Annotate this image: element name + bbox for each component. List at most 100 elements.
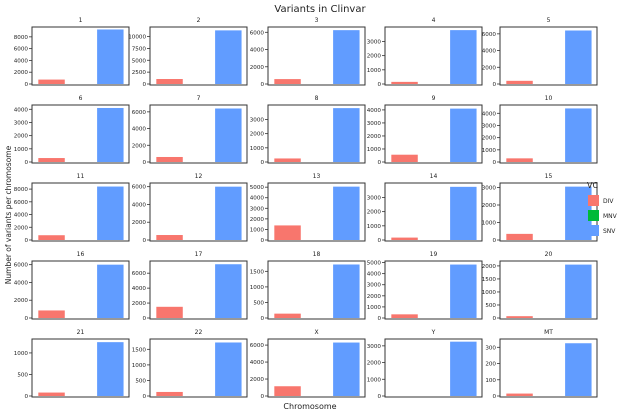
facet-label-12: 12: [195, 173, 203, 180]
bar-15-snv: [565, 186, 592, 240]
bar-5-div: [506, 80, 533, 84]
y-tick-label-17-0: 0: [142, 316, 146, 322]
y-tick-label-11-2: 4000: [14, 213, 29, 219]
y-tick-label-4-0: 0: [377, 82, 381, 88]
bar-3-snv: [333, 30, 360, 84]
y-tick-label-4-3: 3000: [367, 39, 382, 45]
facet-label-21: 21: [77, 329, 85, 336]
bar-y-snv: [450, 341, 477, 396]
y-tick-label-11-1: 2000: [14, 225, 29, 231]
bar-11-div: [38, 235, 65, 240]
facet-label-14: 14: [430, 173, 438, 180]
facet-label-x: X: [314, 329, 318, 336]
y-tick-label-3-3: 6000: [250, 30, 265, 36]
facet-label-10: 10: [545, 95, 553, 102]
y-tick-label-20-2: 1000: [482, 290, 497, 296]
y-tick-label-2-2: 5000: [132, 58, 147, 64]
facet-label-7: 7: [197, 95, 201, 102]
y-tick-label-19-4: 4000: [367, 272, 382, 278]
bar-15-div: [506, 233, 533, 240]
legend-label-mnv: MNV: [603, 213, 618, 220]
facet-label-20: 20: [545, 251, 553, 258]
y-tick-label-5-1: 2000: [482, 65, 497, 71]
bar-20-div: [506, 316, 533, 318]
facet-label-mt: MT: [544, 329, 553, 336]
y-tick-label-16-2: 4000: [14, 280, 29, 286]
y-tick-label-8-1: 1000: [250, 146, 265, 152]
y-tick-label-x-0: 0: [260, 394, 264, 400]
y-tick-label-21-1: 500: [17, 372, 28, 378]
chart-title: Variants in Clinvar: [274, 4, 366, 15]
facet-label-1: 1: [79, 17, 83, 24]
y-tick-label-19-2: 2000: [367, 294, 382, 300]
y-tick-label-6-0: 0: [24, 160, 28, 166]
y-tick-label-18-3: 1500: [250, 269, 265, 275]
y-tick-label-18-2: 1000: [250, 285, 265, 291]
y-tick-label-20-4: 2000: [482, 264, 497, 270]
y-tick-label-9-1: 1000: [367, 147, 382, 153]
facet-label-17: 17: [195, 251, 203, 258]
bar-14-div: [391, 237, 418, 240]
legend-swatch-mnv: [588, 210, 599, 221]
facet-label-5: 5: [547, 17, 551, 24]
facet-label-6: 6: [79, 95, 83, 102]
y-tick-label-5-0: 0: [492, 82, 496, 88]
y-tick-label-9-0: 0: [377, 160, 381, 166]
y-tick-label-1-2: 4000: [14, 58, 29, 64]
y-tick-label-17-1: 2000: [132, 301, 147, 307]
bar-16-snv: [97, 264, 124, 318]
y-tick-label-10-4: 4000: [482, 111, 497, 117]
y-tick-label-4-2: 2000: [367, 54, 382, 60]
bar-8-snv: [333, 108, 360, 162]
y-tick-label-8-3: 3000: [250, 117, 265, 123]
bar-22-div: [156, 391, 183, 396]
y-tick-label-13-4: 4000: [250, 196, 265, 202]
bar-2-snv: [215, 30, 242, 85]
bar-mt-div: [506, 393, 533, 396]
bar-7-snv: [215, 108, 242, 162]
bar-6-snv: [97, 107, 124, 162]
y-tick-label-16-1: 2000: [14, 298, 29, 304]
facet-label-3: 3: [315, 17, 319, 24]
y-tick-label-mt-3: 300: [485, 345, 496, 351]
y-tick-label-10-0: 0: [492, 160, 496, 166]
bar-12-snv: [215, 186, 242, 240]
y-tick-label-11-0: 0: [24, 238, 28, 244]
facet-label-9: 9: [432, 95, 436, 102]
legend-swatch-snv: [588, 225, 599, 236]
y-tick-label-7-3: 6000: [132, 110, 147, 116]
y-tick-label-6-2: 2000: [14, 134, 29, 140]
y-tick-label-mt-2: 200: [485, 362, 496, 368]
legend-label-snv: SNV: [603, 228, 616, 235]
bar-10-snv: [565, 108, 592, 162]
y-tick-label-11-3: 6000: [14, 200, 29, 206]
y-tick-label-14-3: 3000: [367, 195, 382, 201]
y-tick-label-10-1: 1000: [482, 148, 497, 154]
y-tick-label-17-2: 4000: [132, 286, 147, 292]
y-tick-label-12-3: 6000: [132, 185, 147, 191]
y-tick-label-3-1: 2000: [250, 65, 265, 71]
y-tick-label-19-0: 0: [377, 316, 381, 322]
bar-7-div: [156, 156, 183, 162]
y-tick-label-22-0: 0: [142, 394, 146, 400]
y-tick-label-16-0: 0: [24, 316, 28, 322]
y-tick-label-15-1: 1000: [482, 221, 497, 227]
bar-5-snv: [565, 30, 592, 85]
bar-17-snv: [215, 264, 242, 318]
y-tick-label-11-4: 8000: [14, 187, 29, 193]
y-tick-label-mt-1: 100: [485, 378, 496, 384]
y-tick-label-2-3: 7500: [132, 46, 147, 52]
legend-title: VC: [587, 181, 598, 190]
y-tick-label-16-3: 6000: [14, 263, 29, 269]
bar-18-div: [274, 313, 301, 318]
y-tick-label-mt-0: 0: [492, 394, 496, 400]
bar-18-snv: [333, 264, 360, 318]
y-tick-label-18-0: 0: [260, 316, 264, 322]
y-tick-label-22-3: 1500: [132, 347, 147, 353]
bar-19-div: [391, 314, 418, 318]
y-tick-label-17-3: 6000: [132, 271, 147, 277]
legend-swatch-div: [588, 195, 599, 206]
bar-13-snv: [333, 186, 360, 240]
bar-x-div: [274, 386, 301, 396]
